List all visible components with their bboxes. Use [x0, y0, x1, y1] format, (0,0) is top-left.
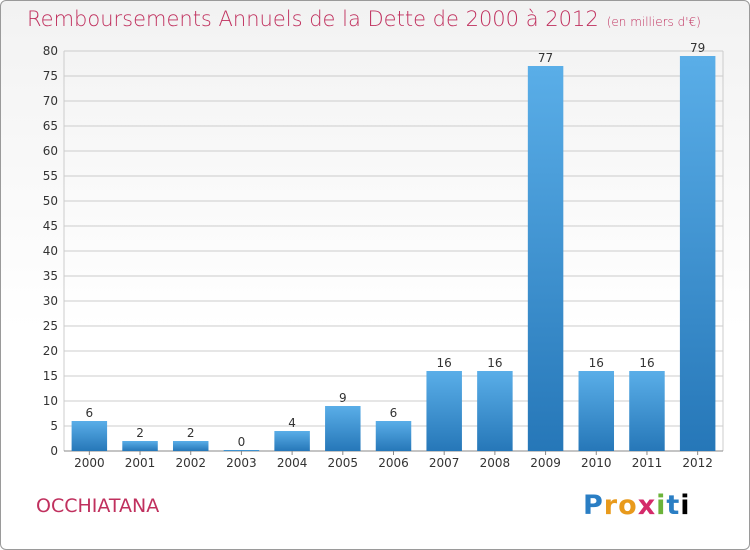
bar-2012	[679, 56, 716, 451]
bars: 6 2 2 0 4 9 6 16 16 77 16 16 79	[71, 41, 716, 451]
chart-title: Remboursements Annuels de la Dette de 20…	[27, 7, 701, 31]
x-tick-label: 2007	[429, 456, 460, 470]
bar-2002	[172, 441, 209, 451]
y-tick-label: 35	[43, 269, 58, 283]
bar-2007	[426, 371, 462, 451]
x-tick-label: 2011	[632, 456, 663, 470]
data-label-2007: 16	[437, 356, 452, 370]
y-tick-label: 75	[43, 69, 58, 83]
y-tick-label: 5	[50, 419, 58, 433]
logo-letter: r	[603, 490, 619, 521]
bar-2001	[122, 441, 158, 451]
y-tick-label: 55	[43, 169, 58, 183]
y-tick-label: 70	[43, 94, 58, 108]
y-tick-label: 25	[43, 319, 58, 333]
x-tick-label: 2010	[581, 456, 612, 470]
y-tick-label: 30	[43, 294, 58, 308]
x-tick-label: 2000	[74, 456, 105, 470]
x-tick-label: 2012	[682, 456, 713, 470]
x-tick-label: 2003	[226, 456, 257, 470]
x-tick-label: 2001	[125, 456, 156, 470]
bar-2004	[274, 431, 310, 451]
bar-2009	[527, 66, 564, 451]
grid	[63, 50, 724, 452]
y-tick-label: 80	[43, 44, 58, 58]
x-tick-label: 2009	[530, 456, 561, 470]
bar-2008	[477, 371, 513, 451]
data-label-2009: 77	[538, 51, 553, 65]
data-label-2005: 9	[339, 391, 347, 405]
data-label-2011: 16	[639, 356, 654, 370]
x-axis: 2000 2001 2002 2003 2004 2005 2006 2007 2008 2009…	[74, 451, 713, 470]
chart-title-text: Remboursements Annuels de la Dette de 20…	[27, 7, 599, 31]
logo-letter: t	[666, 490, 681, 521]
logo-letter: P	[583, 490, 604, 521]
bar-2011	[629, 371, 665, 451]
y-tick-label: 65	[43, 119, 58, 133]
data-label-2002: 2	[187, 426, 195, 440]
y-tick-label: 15	[43, 369, 58, 383]
y-tick-label: 10	[43, 394, 58, 408]
y-tick-label: 45	[43, 219, 58, 233]
logo-letter: i	[680, 490, 691, 521]
logo-letter: x	[637, 490, 657, 521]
y-tick-label: 40	[43, 244, 58, 258]
x-tick-label: 2004	[277, 456, 308, 470]
logo-letter: o	[618, 490, 638, 521]
bar-2003	[223, 450, 260, 451]
data-label-2010: 16	[589, 356, 604, 370]
data-label-2000: 6	[86, 406, 94, 420]
commune-name: OCCHIATANA	[36, 495, 160, 517]
data-label-2012: 79	[690, 41, 705, 55]
data-label-2008: 16	[487, 356, 502, 370]
proxiti-logo: Proxiti	[583, 490, 691, 521]
chart-unit: (en milliers d'€)	[606, 15, 701, 29]
x-tick-label: 2006	[378, 456, 409, 470]
y-tick-label: 60	[43, 144, 58, 158]
data-label-2003: 0	[238, 435, 246, 449]
data-label-2001: 2	[136, 426, 144, 440]
y-tick-label: 0	[50, 444, 58, 458]
y-tick-label: 20	[43, 344, 58, 358]
x-tick-label: 2002	[175, 456, 206, 470]
bar-2006	[375, 421, 412, 451]
x-tick-label: 2008	[480, 456, 511, 470]
data-label-2004: 4	[288, 416, 296, 430]
bar-2005	[325, 406, 361, 451]
y-tick-label: 50	[43, 194, 58, 208]
data-label-2006: 6	[390, 406, 398, 420]
bar-2000	[71, 421, 108, 451]
y-axis: 0 5 10 15 20 25 30 35 40 45 50 55 60 65 70 75 80	[43, 44, 58, 458]
bar-2010	[578, 371, 615, 451]
x-tick-label: 2005	[328, 456, 359, 470]
logo-letter: i	[656, 490, 667, 521]
